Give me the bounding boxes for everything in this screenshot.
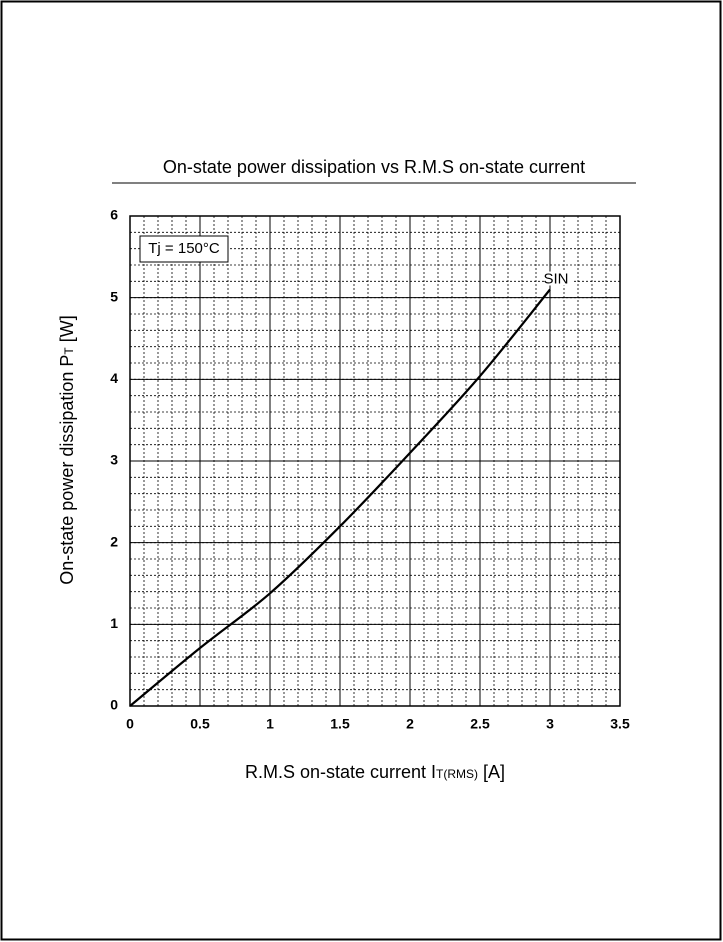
x-tick-label: 1.5: [330, 716, 350, 732]
x-tick-label: 3.5: [610, 716, 630, 732]
plot-frame: [129, 215, 621, 707]
y-tick-label: 2: [110, 533, 118, 549]
annotation: Tj = 150°C: [148, 240, 220, 257]
x-tick-label: 1: [266, 716, 274, 732]
y-tick-label: 0: [110, 697, 118, 713]
y-tick-label: 3: [110, 452, 118, 468]
series-label: SIN: [543, 270, 568, 287]
x-label-sub: T(RMS): [436, 767, 478, 781]
plot: 0 0.5 1 1.5 2 2.5 3 3.5 0 1 2 3 4 5 6 Tj = 150°C SIN: [110, 207, 630, 732]
x-tick-label: 2.5: [470, 716, 490, 732]
x-label-unit: [A]: [478, 762, 505, 782]
x-tick-label: 0: [126, 716, 134, 732]
x-tick-label: 2: [406, 716, 414, 732]
x-axis-label: R.M.S on-state current IT(RMS) [A]: [245, 762, 505, 782]
annotation-box: [139, 235, 229, 263]
chart-title: On-state power dissipation vs R.M.S on-s…: [163, 157, 585, 177]
y-label-unit: [W]: [57, 315, 77, 347]
series-label-bg: [544, 271, 574, 286]
y-tick-label: 4: [110, 370, 118, 386]
x-tick-label: 3: [546, 716, 554, 732]
y-label-sub: T: [62, 347, 76, 355]
y-axis-label: On-state power dissipation PT [W]: [57, 315, 77, 584]
y-label-main: On-state power dissipation P: [57, 355, 77, 585]
x-tick-label: 0.5: [190, 716, 210, 732]
y-tick-label: 6: [110, 207, 118, 223]
y-tick-label: 1: [110, 615, 118, 631]
curve: [129, 288, 551, 707]
x-label-main: R.M.S on-state current I: [245, 762, 436, 782]
y-tick-label: 5: [110, 288, 118, 304]
